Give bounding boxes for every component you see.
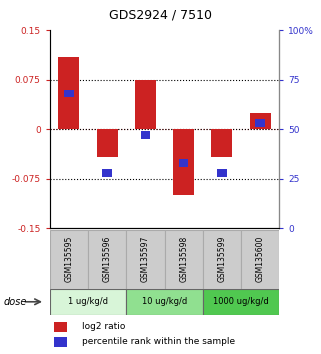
Bar bbox=[64, 90, 74, 97]
Bar bbox=[179, 159, 188, 167]
Bar bbox=[173, 129, 194, 195]
Text: dose: dose bbox=[3, 297, 27, 307]
Text: GSM135595: GSM135595 bbox=[65, 236, 74, 282]
Bar bbox=[126, 230, 164, 289]
Bar bbox=[211, 129, 232, 157]
Text: GSM135597: GSM135597 bbox=[141, 236, 150, 282]
Text: 1000 ug/kg/d: 1000 ug/kg/d bbox=[213, 297, 269, 306]
Text: GSM135596: GSM135596 bbox=[103, 236, 112, 282]
Bar bbox=[54, 322, 67, 332]
Text: 10 ug/kg/d: 10 ug/kg/d bbox=[142, 297, 187, 306]
Text: log2 ratio: log2 ratio bbox=[82, 322, 125, 331]
Bar bbox=[50, 289, 126, 315]
Text: 1 ug/kg/d: 1 ug/kg/d bbox=[68, 297, 108, 306]
Bar bbox=[102, 169, 112, 177]
Text: GDS2924 / 7510: GDS2924 / 7510 bbox=[109, 9, 212, 22]
Text: GSM135599: GSM135599 bbox=[217, 236, 226, 282]
Bar bbox=[217, 169, 227, 177]
Bar bbox=[203, 289, 279, 315]
Bar bbox=[241, 230, 279, 289]
Bar bbox=[54, 337, 67, 347]
Bar bbox=[88, 230, 126, 289]
Bar bbox=[203, 230, 241, 289]
Bar bbox=[58, 57, 79, 129]
Bar bbox=[256, 119, 265, 127]
Bar bbox=[135, 80, 156, 129]
Bar bbox=[126, 289, 203, 315]
Bar bbox=[141, 131, 150, 139]
Bar bbox=[50, 230, 88, 289]
Text: GSM135598: GSM135598 bbox=[179, 236, 188, 282]
Text: percentile rank within the sample: percentile rank within the sample bbox=[82, 337, 235, 347]
Bar bbox=[164, 230, 203, 289]
Text: GSM135600: GSM135600 bbox=[256, 236, 265, 282]
Bar bbox=[250, 113, 271, 129]
Bar bbox=[97, 129, 118, 157]
